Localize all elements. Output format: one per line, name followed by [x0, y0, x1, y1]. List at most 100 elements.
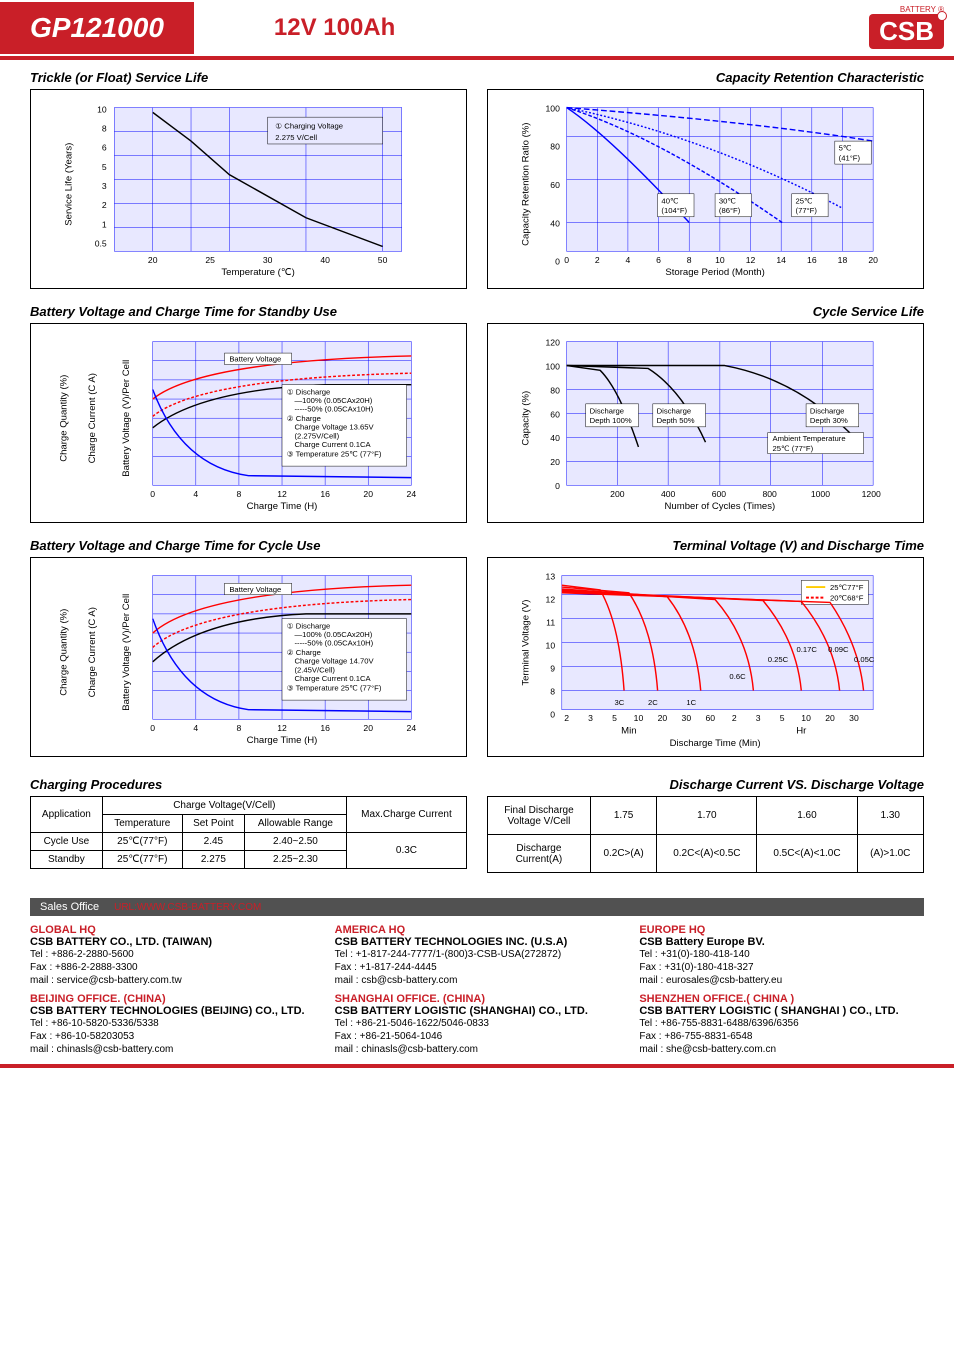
trickle-title: Trickle (or Float) Service Life — [30, 70, 467, 85]
svg-text:8: 8 — [550, 686, 555, 696]
standby-ylabel3: Battery Voltage (V)/Per Cell — [121, 360, 132, 477]
office-line: Tel : +86-10-5820-5336/5338 — [30, 1017, 315, 1030]
trickle-annot2: 2.275 V/Cell — [275, 133, 317, 142]
svg-text:0: 0 — [150, 489, 155, 499]
model-badge: GP121000 — [0, 2, 194, 54]
svg-text:11: 11 — [546, 617, 555, 627]
capacity-svg: 40℃(104°F) 30℃(86°F) 25℃(77°F) 5℃(41°F) … — [496, 98, 915, 280]
svg-text:24: 24 — [407, 489, 417, 499]
svg-text:③ Temperature 25℃ (77°F): ③ Temperature 25℃ (77°F) — [287, 450, 382, 459]
svg-text:(77°F): (77°F) — [796, 206, 818, 215]
office-name2: CSB BATTERY TECHNOLOGIES (BEIJING) CO., … — [30, 1005, 315, 1017]
trickle-svg: Temperature (℃) Service Life (Years) ① C… — [39, 98, 458, 280]
office-line: Tel : +1-817-244-7777/1-(800)3-CSB-USA(2… — [335, 948, 620, 961]
svg-text:0.25C: 0.25C — [768, 655, 789, 664]
svg-text:0: 0 — [555, 481, 560, 491]
svg-text:100: 100 — [546, 103, 561, 113]
spec-text: 12V 100Ah — [274, 14, 395, 42]
svg-text:0.05C: 0.05C — [854, 655, 875, 664]
terminal-xlabel: Discharge Time (Min) — [670, 738, 761, 748]
th-allow: Allowable Range — [244, 815, 346, 833]
cycle-use-xlabel: Charge Time (H) — [247, 735, 318, 746]
row-4: Charging Procedures Application Charge V… — [30, 772, 924, 873]
svg-text:0.17C: 0.17C — [797, 645, 818, 654]
svg-text:16: 16 — [320, 489, 330, 499]
charging-procedures: Charging Procedures Application Charge V… — [30, 777, 467, 873]
svg-text:80: 80 — [550, 142, 560, 152]
svg-text:8: 8 — [237, 489, 242, 499]
cycle-ylabel: Capacity (%) — [520, 391, 531, 446]
svg-text:(86°F): (86°F) — [719, 206, 741, 215]
svg-text:Charge Voltage 14.70V: Charge Voltage 14.70V — [294, 657, 374, 666]
svg-text:Hr: Hr — [796, 726, 807, 737]
office-line: Tel : +886-2-2880-5600 — [30, 948, 315, 961]
office-line: Fax : +86-21-5064-1046 — [335, 1030, 620, 1043]
cycle-life-box: DischargeDepth 100% DischargeDepth 50% D… — [487, 323, 924, 523]
svg-text:—100% (0.05CAx20H): —100% (0.05CAx20H) — [294, 396, 372, 405]
svg-text:60: 60 — [550, 409, 560, 419]
svg-text:40℃: 40℃ — [661, 196, 679, 205]
svg-text:Min: Min — [621, 726, 636, 737]
svg-text:3: 3 — [588, 713, 593, 723]
svg-text:Battery Voltage: Battery Voltage — [229, 585, 281, 594]
svg-text:18: 18 — [838, 255, 848, 265]
standby-ylabel2: Charge Current (C A) — [87, 373, 98, 463]
svg-text:2: 2 — [732, 713, 737, 723]
svg-text:3: 3 — [756, 713, 761, 723]
svg-text:8: 8 — [237, 723, 242, 733]
svg-text:12: 12 — [546, 594, 556, 604]
svg-text:10: 10 — [97, 104, 107, 114]
svg-text:24: 24 — [407, 723, 417, 733]
office-name2: CSB BATTERY LOGISTIC (SHANGHAI) CO., LTD… — [335, 1005, 620, 1017]
svg-text:16: 16 — [807, 255, 817, 265]
cycle-use-title: Battery Voltage and Charge Time for Cycl… — [30, 538, 467, 553]
standby-title: Battery Voltage and Charge Time for Stan… — [30, 304, 467, 319]
svg-text:① Discharge: ① Discharge — [287, 621, 330, 630]
svg-text:Depth 50%: Depth 50% — [657, 416, 695, 425]
th-max: Max.Charge Current — [346, 797, 466, 833]
svg-text:100: 100 — [546, 361, 561, 371]
cycle-use-svg: Battery Voltage ① Discharge —100% (0.05C… — [39, 566, 458, 748]
svg-text:-----50% (0.05CAx10H): -----50% (0.05CAx10H) — [294, 639, 373, 648]
office-line: mail : service@csb-battery.com.tw — [30, 974, 315, 987]
th-set: Set Point — [182, 815, 244, 833]
svg-text:① Discharge: ① Discharge — [287, 387, 330, 396]
office-line: mail : eurosales@csb-battery.eu — [639, 974, 924, 987]
svg-text:0: 0 — [550, 709, 555, 719]
svg-text:3: 3 — [102, 181, 107, 191]
svg-text:-----50% (0.05CAx10H): -----50% (0.05CAx10H) — [294, 405, 373, 414]
svg-text:Depth 30%: Depth 30% — [810, 416, 848, 425]
office-name: CSB BATTERY TECHNOLOGIES INC. (U.S.A) — [335, 936, 620, 948]
svg-text:(41°F): (41°F) — [839, 153, 861, 162]
svg-text:20: 20 — [868, 255, 878, 265]
svg-text:20: 20 — [658, 713, 668, 723]
sales-label: Sales Office — [40, 901, 99, 913]
office-col: GLOBAL HQ CSB BATTERY CO., LTD. (TAIWAN)… — [30, 924, 315, 1056]
svg-text:Charge Quantity (%): Charge Quantity (%) — [59, 609, 70, 696]
th-app: Application — [31, 797, 103, 833]
standby-chart: Battery Voltage and Charge Time for Stan… — [30, 304, 467, 523]
svg-text:600: 600 — [712, 489, 727, 499]
office-line: mail : chinasls@csb-battery.com — [335, 1043, 620, 1056]
office-line: mail : she@csb-battery.com.cn — [639, 1043, 924, 1056]
trickle-annot1: ① Charging Voltage — [275, 122, 343, 131]
discharge-vs-voltage: Discharge Current VS. Discharge Voltage … — [487, 777, 924, 873]
svg-text:30: 30 — [849, 713, 859, 723]
svg-text:12: 12 — [277, 723, 287, 733]
svg-text:3C: 3C — [615, 698, 625, 707]
svg-text:③ Temperature 25℃ (77°F): ③ Temperature 25℃ (77°F) — [287, 684, 382, 693]
svg-text:—100% (0.05CAx20H): —100% (0.05CAx20H) — [294, 630, 372, 639]
capacity-retention-chart: Capacity Retention Characteristic — [487, 70, 924, 289]
capacity-xlabel: Storage Period (Month) — [665, 267, 764, 278]
svg-text:0: 0 — [150, 723, 155, 733]
terminal-svg: 25℃77°F 20℃68°F 3C2C1C 0.6C0.25C 0.17C0.… — [496, 566, 915, 748]
svg-text:1000: 1000 — [811, 489, 830, 499]
row-2: Battery Voltage and Charge Time for Stan… — [30, 304, 924, 523]
svg-text:25℃: 25℃ — [796, 196, 814, 205]
svg-text:Battery Voltage (V)/Per Cell: Battery Voltage (V)/Per Cell — [121, 594, 132, 711]
svg-text:Depth 100%: Depth 100% — [590, 416, 632, 425]
cycle-svg: DischargeDepth 100% DischargeDepth 50% D… — [496, 332, 915, 514]
office-title2: BEIJING OFFICE. (CHINA) — [30, 993, 315, 1005]
capacity-box: 40℃(104°F) 30℃(86°F) 25℃(77°F) 5℃(41°F) … — [487, 89, 924, 289]
svg-text:13: 13 — [546, 571, 556, 581]
